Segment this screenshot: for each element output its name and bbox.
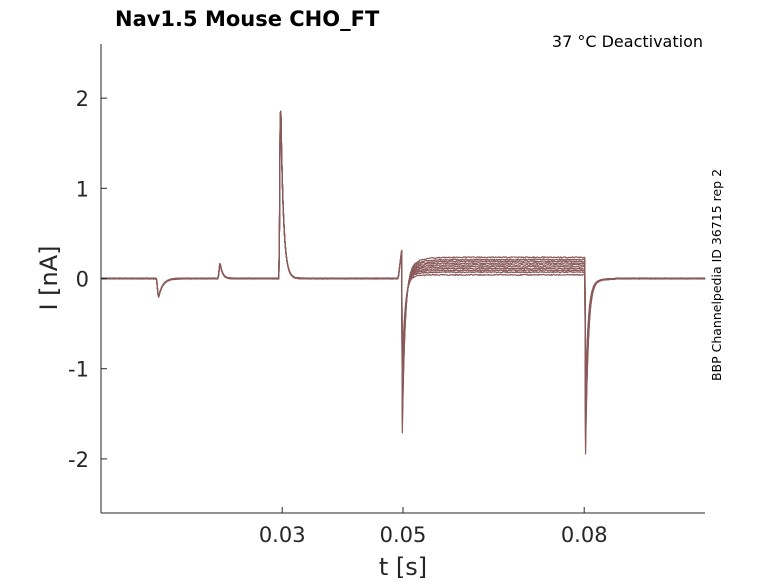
y-tick-label: 2: [76, 87, 89, 111]
chart-title: Nav1.5 Mouse CHO_FT: [115, 7, 380, 31]
chart-subtitle: 37 °C Deactivation: [552, 32, 703, 51]
y-tick-label: -2: [68, 448, 89, 472]
y-ticks: 2 1 0 -1 -2: [68, 87, 107, 472]
y-tick-label: 1: [76, 177, 89, 201]
y-tick-label: 0: [76, 268, 89, 292]
traces: [100, 110, 706, 455]
current-trace: [100, 111, 706, 455]
side-label: BBP Channelpedia ID 36715 rep 2: [709, 169, 724, 381]
plot-area: 2 1 0 -1 -2 0.03 0.05 0.08: [68, 44, 706, 547]
x-tick-label: 0.03: [259, 523, 306, 547]
y-tick-label: -1: [68, 358, 89, 382]
x-tick-label: 0.08: [561, 523, 608, 547]
x-axis-label: t [s]: [379, 553, 427, 581]
x-tick-label: 0.05: [380, 523, 427, 547]
x-ticks: 0.03 0.05 0.08: [259, 507, 608, 547]
y-axis-label: I [nA]: [35, 245, 63, 310]
